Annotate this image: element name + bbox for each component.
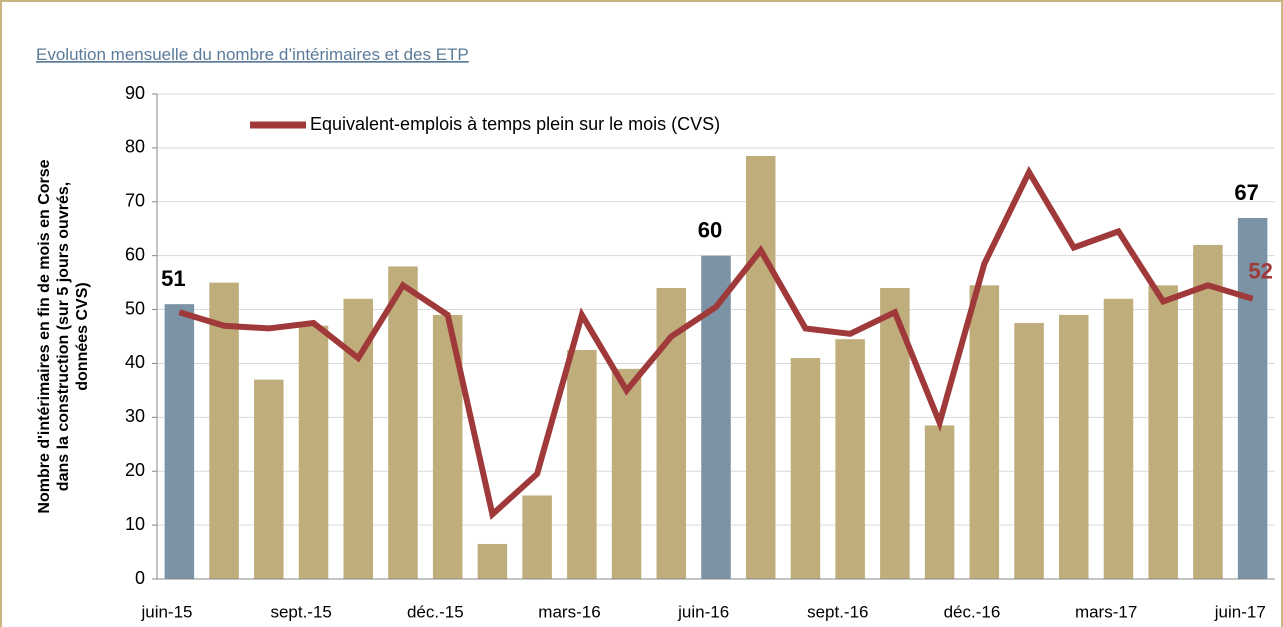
y-axis-label-line: Nombre d'intérimaires en fin de mois en … (36, 159, 53, 513)
x-tick-label: mars-17 (1075, 602, 1137, 621)
y-tick-label: 20 (125, 460, 145, 480)
y-tick-label: 80 (125, 137, 145, 157)
y-tick-label: 70 (125, 191, 145, 211)
x-tick-label: juin-17 (1214, 602, 1266, 621)
data-label: 67 (1234, 180, 1258, 205)
y-tick-label: 90 (125, 83, 145, 103)
bar (969, 285, 1000, 579)
y-tick-label: 40 (125, 352, 145, 372)
y-axis-label: Nombre d'intérimaires en fin de mois en … (36, 159, 91, 513)
legend-label: Equivalent-emplois à temps plein sur le … (310, 114, 720, 134)
bar (1193, 244, 1223, 579)
bar (611, 368, 642, 579)
bar (567, 349, 597, 579)
line (178, 165, 1254, 521)
bar (790, 358, 821, 579)
bar (745, 155, 776, 579)
y-axis-label-line: données CVS) (74, 282, 91, 390)
y-tick-label: 10 (125, 514, 145, 534)
bar (1014, 323, 1044, 579)
bar (835, 339, 865, 579)
bar (1059, 314, 1089, 579)
x-tick-label: mars-16 (538, 602, 600, 621)
y-tick-label: 0 (135, 568, 145, 588)
y-tick-label: 60 (125, 244, 145, 264)
x-tick-label: juin-16 (677, 602, 729, 621)
data-label: 60 (698, 217, 722, 242)
x-tick-label: sept.-15 (270, 602, 331, 621)
bar (1148, 285, 1178, 579)
x-tick-label: déc.-15 (407, 602, 464, 621)
bar (254, 379, 284, 579)
bar (477, 543, 508, 579)
x-tick-label: juin-15 (140, 602, 192, 621)
bar (298, 325, 329, 579)
x-tick-label: déc.-16 (944, 602, 1001, 621)
bar (388, 266, 418, 579)
y-axis-label-line: dans la construction (sur 5 jours ouvrés… (55, 182, 72, 491)
bar (209, 282, 239, 579)
bar (164, 304, 195, 579)
bar (1237, 217, 1268, 579)
data-label: 52 (1248, 259, 1272, 284)
y-tick-label: 30 (125, 406, 145, 426)
chart-title: Evolution mensuelle du nombre d’intérima… (36, 45, 469, 64)
bar (924, 425, 955, 579)
bar (1103, 298, 1134, 579)
x-tick-label: sept.-16 (807, 602, 868, 621)
y-tick-label: 50 (125, 298, 145, 318)
data-label: 51 (161, 266, 185, 291)
bar (522, 495, 552, 579)
